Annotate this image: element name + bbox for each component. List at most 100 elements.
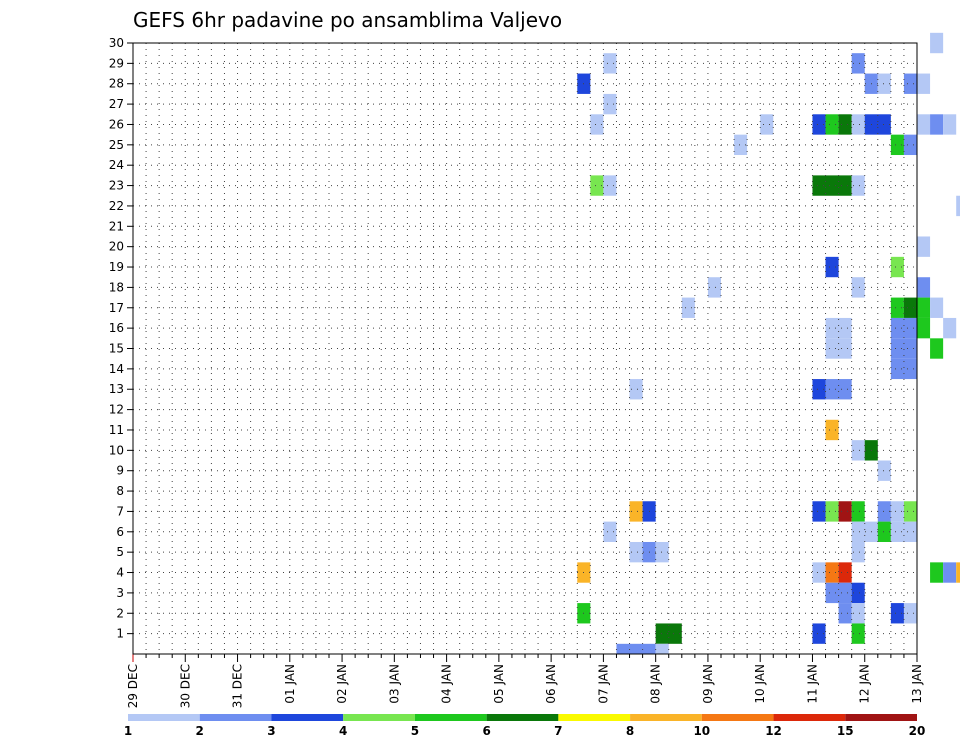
y-tick-label: 27	[109, 97, 124, 111]
precip-cell	[825, 338, 852, 359]
y-tick-label: 14	[109, 362, 124, 376]
precip-cell	[825, 114, 839, 135]
precip-cell	[838, 603, 852, 624]
precip-cell	[825, 256, 839, 278]
precip-cell	[603, 521, 617, 542]
y-tick-label: 22	[109, 199, 124, 213]
precip-cell	[655, 643, 669, 654]
precip-cell	[734, 134, 748, 156]
legend-swatch	[414, 714, 487, 721]
y-tick-label: 18	[109, 280, 124, 294]
legend-swatch	[486, 714, 559, 721]
precip-cell	[943, 562, 957, 583]
precip-cell	[903, 297, 917, 318]
precip-cell	[917, 114, 931, 135]
y-tick-label: 19	[109, 260, 124, 274]
y-tick-label: 4	[116, 566, 124, 580]
precip-cell	[825, 582, 852, 604]
precip-cell	[890, 256, 904, 278]
precip-cell	[930, 114, 944, 135]
y-tick-label: 15	[109, 342, 124, 356]
precip-cell	[838, 501, 852, 522]
x-tick-label: 31 DEC	[231, 664, 245, 708]
precip-cell	[825, 419, 839, 441]
plot-frame	[132, 42, 918, 655]
legend-swatch	[128, 714, 200, 721]
precip-cell	[825, 562, 839, 583]
precip-cell	[629, 541, 643, 563]
precip-cell	[851, 114, 865, 135]
precip-cell	[877, 73, 891, 94]
y-tick-label: 6	[116, 525, 124, 539]
precip-cell	[760, 114, 774, 135]
precip-cell	[851, 501, 865, 522]
precip-cell	[851, 277, 865, 298]
precip-cell	[681, 297, 695, 318]
precip-cell	[812, 501, 826, 522]
legend-swatch	[558, 714, 631, 721]
precip-cell	[590, 114, 604, 135]
precip-cell	[812, 114, 826, 135]
legend-label: 15	[837, 724, 854, 738]
x-tick-label: 03 JAN	[387, 664, 401, 704]
x-tick-label: 06 JAN	[544, 664, 558, 704]
precip-cell	[930, 562, 944, 583]
precip-cell	[812, 175, 852, 196]
precip-cell	[851, 175, 865, 196]
x-tick-label: 11 JAN	[805, 664, 819, 704]
precip-cell	[890, 501, 904, 522]
precip-cell	[890, 297, 904, 318]
y-tick-label: 17	[109, 301, 124, 315]
legend-swatch	[271, 714, 344, 721]
precip-cell	[812, 379, 826, 400]
legend-swatch	[773, 714, 846, 721]
legend-label: 12	[765, 724, 782, 738]
precip-cell	[655, 541, 669, 563]
precip-cell	[917, 277, 931, 298]
precip-cell	[943, 317, 957, 339]
legend-swatch	[701, 714, 774, 721]
precip-cell	[825, 317, 852, 339]
y-tick-label: 2	[116, 606, 124, 620]
y-tick-label: 16	[109, 321, 124, 335]
grid-layer	[133, 43, 917, 654]
precip-cell	[943, 114, 957, 135]
precip-cell	[917, 297, 931, 318]
y-axis: 1234567891011121314151617181920212223242…	[109, 36, 133, 641]
y-tick-label: 21	[109, 219, 124, 233]
precip-cell	[838, 562, 852, 583]
precip-cell	[930, 338, 944, 359]
precip-cell	[851, 541, 865, 563]
precip-cell	[629, 379, 643, 400]
precip-cell	[603, 175, 617, 196]
legend-swatch	[845, 714, 917, 721]
y-tick-label: 1	[116, 627, 124, 641]
legend-label: 2	[196, 724, 204, 738]
y-tick-label: 20	[109, 240, 124, 254]
legend-label: 4	[339, 724, 347, 738]
y-tick-label: 30	[109, 36, 124, 50]
chart-title: GEFS 6hr padavine po ansamblima Valjevo	[133, 8, 562, 32]
precip-cell	[877, 460, 891, 481]
precip-cell	[825, 379, 852, 400]
x-tick-label: 10 JAN	[753, 664, 767, 704]
precip-cell	[890, 603, 904, 624]
precip-cell	[603, 93, 617, 115]
x-tick-label: 29 DEC	[126, 664, 140, 708]
x-tick-label: 08 JAN	[649, 664, 663, 704]
color-legend: 1 2 3 4 5 6 7 8 10 12 15 20	[124, 714, 925, 738]
y-tick-label: 12	[109, 403, 124, 417]
precip-cell	[603, 53, 617, 74]
precip-cell	[903, 134, 917, 156]
cell-layer	[577, 32, 960, 654]
y-tick-label: 25	[109, 138, 124, 152]
legend-swatch	[199, 714, 272, 721]
precip-cell	[890, 358, 917, 380]
x-tick-label: 30 DEC	[178, 664, 192, 708]
legend-swatch	[343, 714, 415, 721]
precip-cell	[890, 134, 904, 156]
legend-label: 10	[693, 724, 710, 738]
precip-cell	[838, 114, 852, 135]
precip-cell	[903, 501, 917, 522]
legend-label: 7	[554, 724, 562, 738]
